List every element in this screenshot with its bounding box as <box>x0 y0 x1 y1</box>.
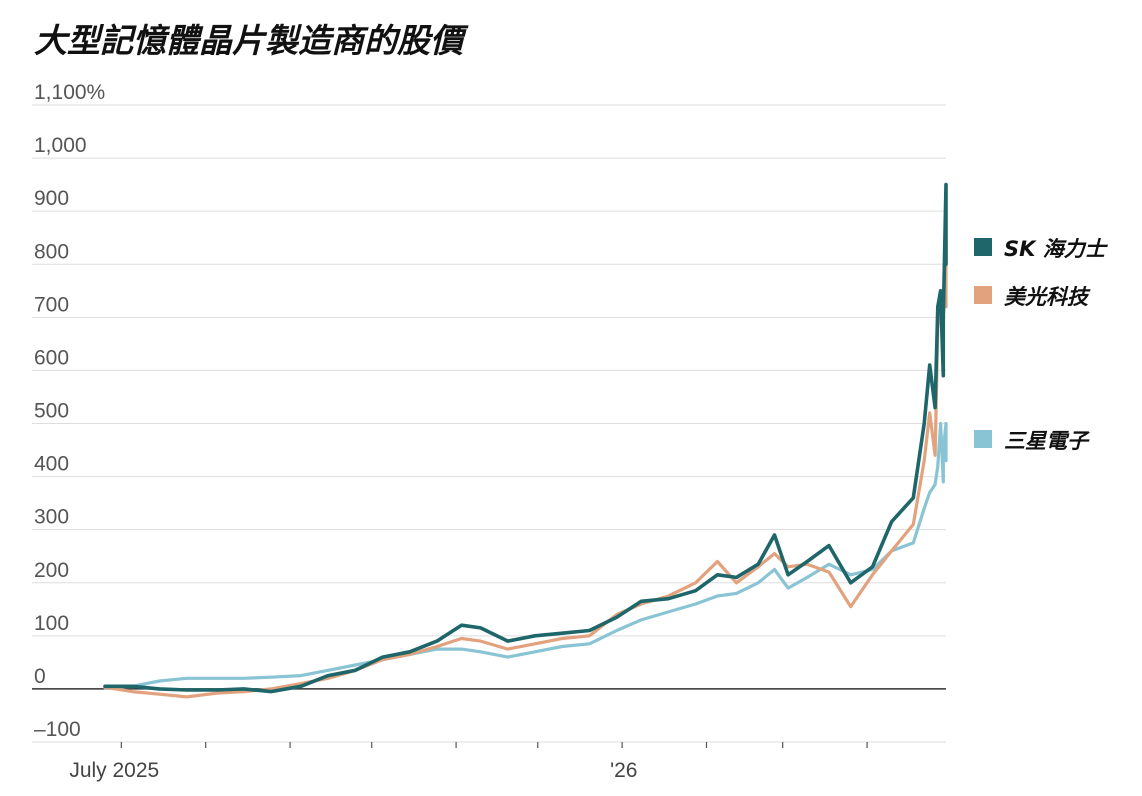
series-line-2 <box>103 241 948 699</box>
legend-swatch <box>974 286 992 304</box>
y-tick-label: 600 <box>34 346 69 369</box>
series-line-3 <box>103 421 948 690</box>
y-tick-label: 800 <box>34 240 69 263</box>
y-tick-label: 0 <box>34 665 46 688</box>
y-axis-ticks: 1,100% 1,000 900 800 700 600 500 400 300 200 100 0 –… <box>34 81 105 741</box>
x-tick-label: '26 <box>610 759 637 782</box>
legend-label: SK 海力士 <box>1004 237 1109 261</box>
legend-label: 美光科技 <box>1004 285 1091 309</box>
y-tick-label: 1,000 <box>34 134 87 157</box>
chart-title: 大型記憶體晶片製造商的股價 <box>34 21 469 60</box>
y-tick-label: 100 <box>34 612 69 635</box>
series-line-1 <box>103 182 948 694</box>
y-tick-label: 500 <box>34 400 69 423</box>
x-axis-ticks: July 2025 '26 <box>69 742 868 782</box>
y-tick-label: –100 <box>34 718 81 741</box>
legend-swatch <box>974 238 992 256</box>
y-tick-label: 200 <box>34 559 69 582</box>
y-tick-label: 400 <box>34 453 69 476</box>
series-layer <box>103 182 948 699</box>
y-tick-label: 1,100% <box>34 81 105 104</box>
grid-layer <box>32 104 946 743</box>
legend-swatch <box>974 430 992 448</box>
x-tick-label: July 2025 <box>69 759 159 782</box>
y-tick-label: 900 <box>34 187 69 210</box>
y-tick-label: 300 <box>34 506 69 529</box>
legend-label: 三星電子 <box>1004 429 1090 453</box>
y-tick-label: 700 <box>34 293 69 316</box>
